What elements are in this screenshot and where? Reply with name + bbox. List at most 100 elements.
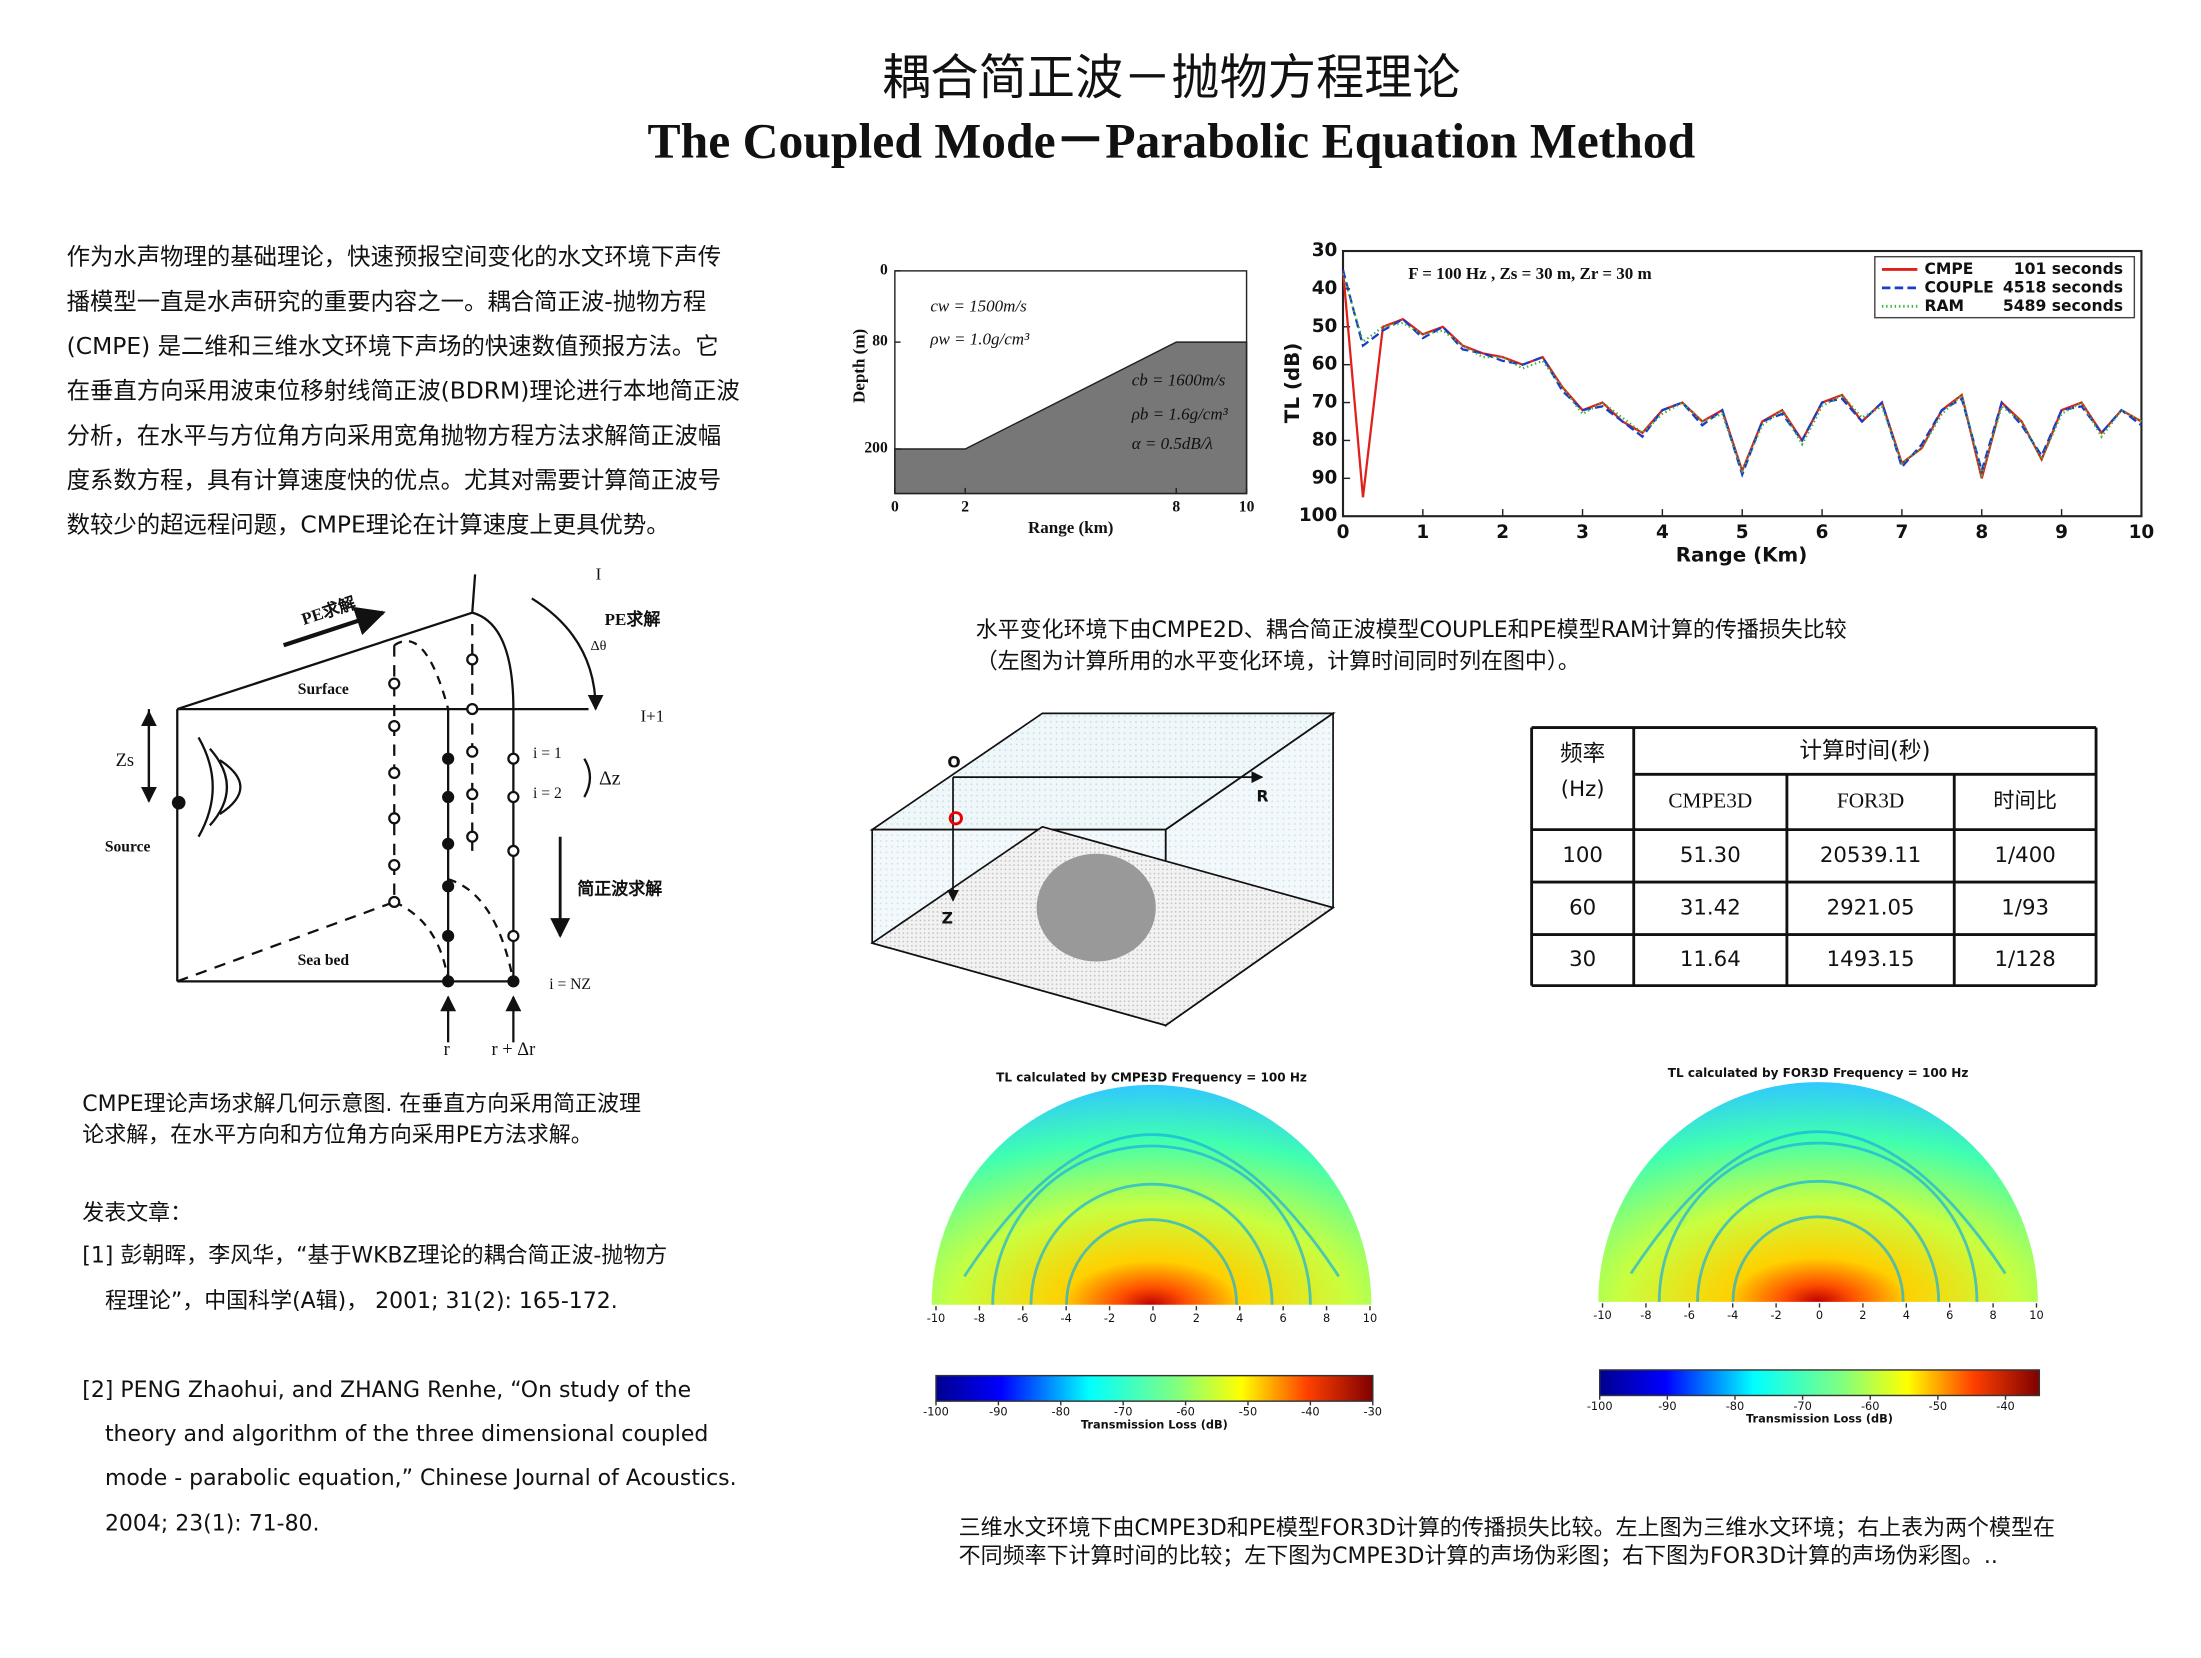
- x-tick-label: -2: [1104, 1311, 1115, 1325]
- axis-label: R: [1256, 788, 1268, 806]
- table-cell: 11.64: [1680, 947, 1741, 972]
- diagram-label: I+1: [640, 707, 664, 726]
- colorbar-tick-label: -100: [1587, 1399, 1613, 1413]
- diagram-label: i = NZ: [549, 976, 591, 993]
- title-zh: 耦合简正波－抛物方程理论: [882, 50, 1460, 106]
- diagram-label: r + Δr: [492, 1039, 536, 1059]
- pub-line: [1] 彭朝晖，李风华，“基于WKBZ理论的耦合简正波-抛物方: [82, 1243, 667, 1268]
- tl-line: [1341, 269, 2143, 479]
- x-tick-label: 2: [1496, 522, 1509, 543]
- diagram-label: Zs: [116, 750, 134, 770]
- x-tick-label: 4: [1236, 1311, 1243, 1325]
- colorbar-tick-label: -100: [923, 1404, 949, 1418]
- table-cell: 2921.05: [1827, 895, 1915, 920]
- colorbar-tick-label: -90: [1658, 1399, 1677, 1413]
- y-tick-label: 200: [864, 440, 888, 457]
- diagram-label: Δz: [599, 768, 621, 790]
- table-cell: 31.42: [1680, 895, 1741, 920]
- env-label: ρw = 1.0g/cm³: [929, 329, 1030, 348]
- diagram-label: PE求解: [605, 609, 661, 629]
- x-tick-label: 4: [1903, 1308, 1910, 1322]
- table-cell: 51.30: [1680, 843, 1741, 868]
- x-tick-label: 5: [1736, 522, 1749, 543]
- legend-entry: COUPLE: [1924, 278, 1993, 296]
- intro-line: 在垂直方向采用波束位移射线简正波(BDRM)理论进行本地简正波: [67, 377, 740, 405]
- env-label: cw = 1500m/s: [930, 297, 1027, 316]
- x-tick-label: 10: [2129, 522, 2155, 543]
- colorbar-tick-label: -60: [1176, 1404, 1195, 1418]
- pub-line: 程理论”，中国科学(A辑)， 2001; 31(2): 165-172.: [105, 1289, 618, 1314]
- env-label: α = 0.5dB/λ: [1132, 434, 1213, 453]
- x-tick-label: 8: [1323, 1311, 1330, 1325]
- y-tick-label: 70: [1312, 392, 1338, 413]
- x-tick-label: -10: [927, 1311, 946, 1325]
- intro-line: 作为水声物理的基础理论，快速预报空间变化的水文环境下声传: [67, 243, 722, 271]
- intro-line: 分析，在水平与方位角方向采用宽角抛物方程方法求解简正波幅: [67, 421, 722, 449]
- x-tick-label: 10: [1363, 1311, 1377, 1325]
- tl-line: [1341, 273, 2142, 479]
- y-tick-label: 50: [1312, 316, 1338, 337]
- intro-line: (CMPE) 是二维和三维水文环境下声场的快速数值预报方法。它: [67, 332, 719, 360]
- x-tick-label: -4: [1727, 1308, 1738, 1322]
- x-tick-label: -8: [1640, 1308, 1651, 1322]
- diagram-label: Δθ: [591, 638, 607, 654]
- colorbar-tick-label: -90: [989, 1404, 1008, 1418]
- y-axis-label: Depth (m): [850, 329, 869, 403]
- x-tick-label: 9: [2055, 522, 2068, 543]
- heatmap-title: TL calculated by FOR3D Frequency = 100 H…: [1668, 1066, 1969, 1080]
- diagram-label: I: [596, 565, 602, 584]
- x-tick-label: 4: [1656, 522, 1669, 543]
- tl-caption: 水平变化环境下由CMPE2D、耦合简正波模型COUPLE和PE模型RAM计算的传…: [976, 618, 1847, 643]
- table-header: 计算时间(秒): [1799, 738, 1930, 764]
- x-tick-label: 0: [1816, 1308, 1823, 1322]
- box3d: [869, 711, 1336, 1027]
- legend-time: 5489 seconds: [2003, 297, 2123, 315]
- annotation: F = 100 Hz , Zs = 30 m, Zr = 30 m: [1408, 264, 1651, 283]
- diagram-label: i = 2: [533, 785, 562, 802]
- x-tick-label: 1: [1416, 522, 1429, 543]
- table: [1530, 726, 2098, 988]
- env-frame: [894, 270, 1248, 495]
- pub-heading: 发表文章：: [82, 1201, 192, 1226]
- diagram-label: Surface: [298, 681, 349, 698]
- diagram-label: i = 1: [533, 745, 562, 762]
- y-tick-label: 90: [1312, 467, 1338, 488]
- x-tick-label: -10: [1593, 1308, 1612, 1322]
- x-tick-label: 6: [1946, 1308, 1953, 1322]
- table-header: (Hz): [1561, 777, 1605, 802]
- axis-label: Z: [942, 909, 953, 927]
- heatmap-fields: [931, 1082, 2041, 1402]
- x-tick-label: 6: [1280, 1311, 1287, 1325]
- y-axis-label: TL (dB): [1281, 343, 1304, 424]
- y-tick-label: 0: [880, 261, 888, 278]
- x-tick-label: 0: [1337, 522, 1350, 543]
- colorbar-tick-label: -50: [1239, 1404, 1258, 1418]
- diagram-label: Source: [105, 839, 151, 856]
- x-tick-label: 6: [1816, 522, 1829, 543]
- x-tick-label: 3: [1576, 522, 1589, 543]
- colorbar-tick-label: -50: [1929, 1399, 1948, 1413]
- diagram-caption: CMPE理论声场求解几何示意图. 在垂直方向采用简正波理: [82, 1092, 641, 1117]
- table-cell: 1/400: [1994, 843, 2055, 868]
- title-en: The Coupled Mode－Parabolic Equation Meth…: [648, 113, 1696, 168]
- y-tick-label: 60: [1312, 354, 1338, 375]
- table-cell: 20539.11: [1820, 843, 1921, 868]
- y-tick-label: 80: [1312, 429, 1338, 450]
- x-tick-label: 2: [1193, 1311, 1200, 1325]
- colorbar-label: Transmission Loss (dB): [1081, 1417, 1228, 1431]
- colorbar-tick-label: -30: [1364, 1404, 1383, 1418]
- colorbar-tick-label: -70: [1114, 1404, 1133, 1418]
- pub-line: 2004; 23(1): 71-80.: [105, 1512, 320, 1537]
- x-axis-label: Range (km): [1028, 518, 1113, 537]
- colorbar-tick-label: -70: [1793, 1399, 1812, 1413]
- colorbar-label: Transmission Loss (dB): [1746, 1412, 1893, 1426]
- axis-label: O: [947, 753, 960, 771]
- heatmap-title: TL calculated by CMPE3D Frequency = 100 …: [996, 1070, 1307, 1084]
- pub-line: mode - parabolic equation,” Chinese Jour…: [105, 1466, 737, 1491]
- tl-caption: （左图为计算所用的水平变化环境，计算时间同时列在图中）。: [976, 649, 1580, 674]
- x-tick-label: -6: [1684, 1308, 1695, 1322]
- pub-line: [2] PENG Zhaohui, and ZHANG Renhe, “On s…: [82, 1378, 691, 1403]
- y-tick-label: 30: [1312, 240, 1338, 261]
